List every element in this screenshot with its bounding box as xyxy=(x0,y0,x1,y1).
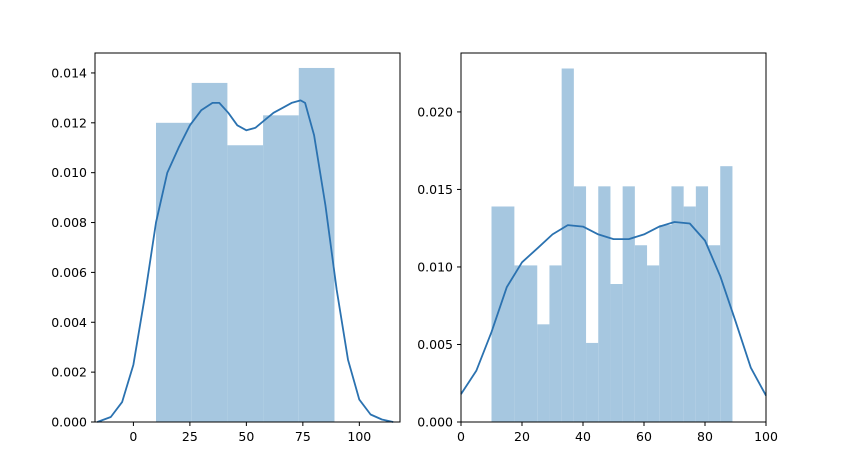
histogram-bar xyxy=(695,186,709,422)
histogram-bar xyxy=(659,225,672,422)
histogram-bar xyxy=(227,145,264,422)
histogram-bar xyxy=(671,186,684,422)
histogram-bar xyxy=(647,265,660,422)
histogram-bar xyxy=(561,68,574,422)
x-tick-label: 80 xyxy=(697,429,713,444)
x-tick-label: 20 xyxy=(514,429,530,444)
histogram-bar xyxy=(537,324,550,422)
histogram-bar xyxy=(191,82,228,423)
y-tick-label: 0.004 xyxy=(51,315,87,330)
histogram-bar xyxy=(298,67,335,422)
kde-line xyxy=(96,99,394,423)
x-tick-label: 75 xyxy=(295,429,311,444)
right-histogram-panel: 0 20 40 60 80 100 0.000 0.005 0.010 0.015 0.020 xyxy=(417,52,778,444)
y-tick-label: 0.005 xyxy=(417,337,453,352)
histogram-bar xyxy=(263,115,299,422)
y-tick-label: 0.010 xyxy=(51,165,87,180)
kde-line xyxy=(460,221,767,397)
y-tick-label: 0.015 xyxy=(417,182,453,197)
histogram-bar xyxy=(683,206,696,422)
y-tick-label: 0.010 xyxy=(417,259,453,274)
y-tick-label: 0.020 xyxy=(417,104,453,119)
histogram-bar xyxy=(156,122,192,422)
histogram-bar xyxy=(708,245,721,422)
histogram-bar xyxy=(491,206,515,422)
x-tick-label: 60 xyxy=(636,429,652,444)
x-tick-label: 100 xyxy=(347,429,371,444)
histogram-bar xyxy=(549,265,562,422)
x-tick-label: 25 xyxy=(182,429,198,444)
x-tick-label: 50 xyxy=(238,429,254,444)
y-tick-label: 0.012 xyxy=(51,115,87,130)
x-tick-label: 40 xyxy=(575,429,591,444)
histogram-bar xyxy=(634,245,648,422)
histogram-bar xyxy=(622,186,635,422)
y-tick-label: 0.000 xyxy=(51,415,87,430)
axes-frame xyxy=(460,52,767,423)
axes-frame xyxy=(94,52,401,423)
histogram-bar xyxy=(598,186,611,422)
histogram-bar xyxy=(586,342,599,422)
histogram-bar xyxy=(573,186,587,422)
y-tick-label: 0.000 xyxy=(417,415,453,430)
histogram-bar xyxy=(610,284,623,422)
y-tick-label: 0.006 xyxy=(51,265,87,280)
y-tick-label: 0.002 xyxy=(51,365,87,380)
y-tick-label: 0.014 xyxy=(51,65,87,80)
x-tick-label: 0 xyxy=(457,429,465,444)
y-tick-label: 0.008 xyxy=(51,215,87,230)
histogram-bar xyxy=(514,265,538,422)
left-histogram-panel: 0 25 50 75 100 0.000 0.002 0.004 0.006 0.008 0.010… xyxy=(51,52,401,444)
x-tick-label: 0 xyxy=(129,429,137,444)
x-tick-label: 100 xyxy=(754,429,778,444)
